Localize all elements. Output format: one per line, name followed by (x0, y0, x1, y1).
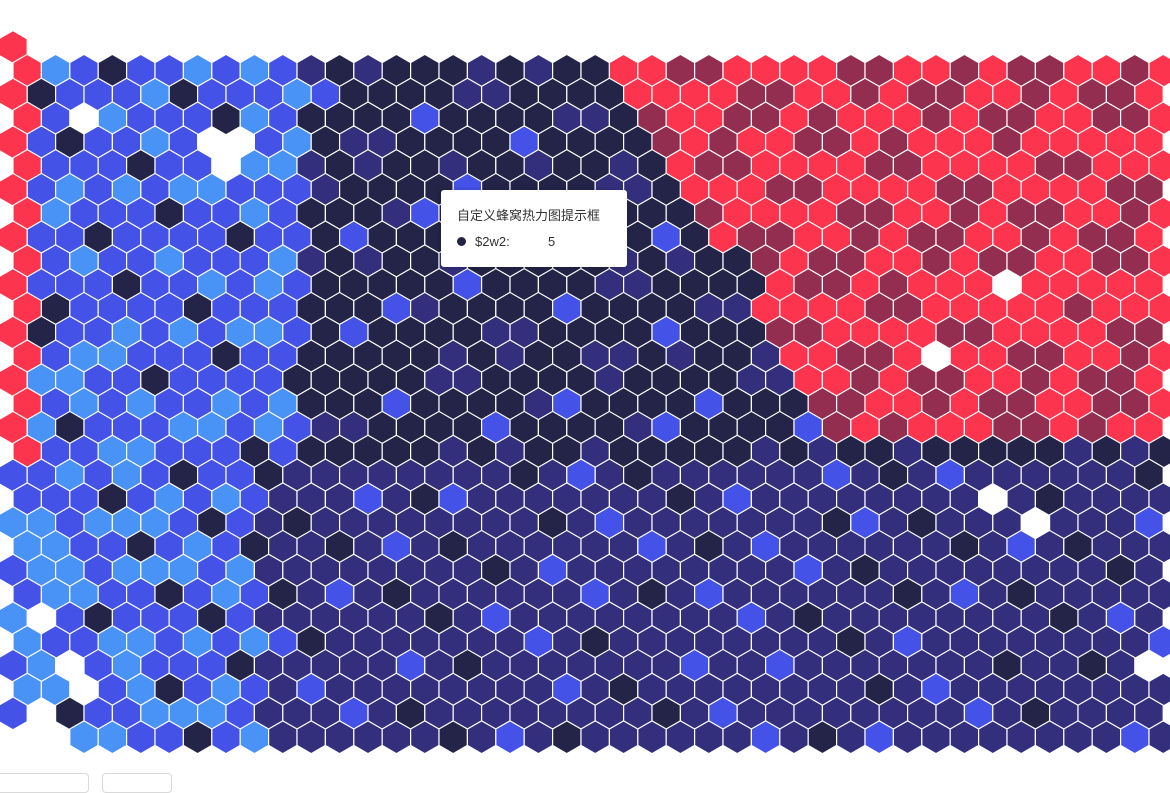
tooltip: 自定义蜂窝热力图提示框 $2w2: 5 (441, 190, 627, 267)
bottom-button-right[interactable] (102, 773, 172, 793)
tooltip-key: $2w2: (475, 234, 510, 249)
hex-cell[interactable] (1148, 720, 1170, 755)
tooltip-marker (457, 237, 466, 246)
hex-cell[interactable] (0, 696, 28, 731)
bottom-button-left[interactable] (0, 773, 89, 793)
hex-cell[interactable] (1148, 624, 1170, 660)
tooltip-title: 自定义蜂窝热力图提示框 (457, 208, 601, 223)
tooltip-value: 5 (548, 234, 556, 249)
tooltip-row: $2w2: 5 (457, 234, 611, 249)
